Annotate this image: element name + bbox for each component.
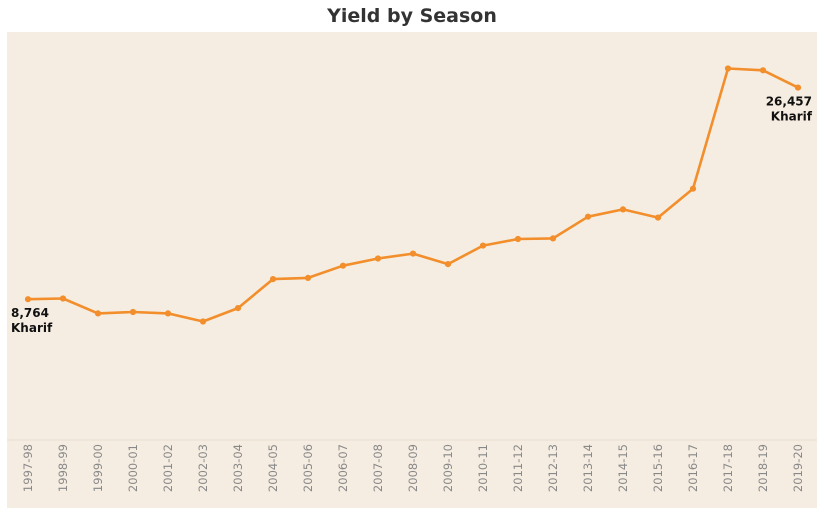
data-label-value: 26,457 (766, 95, 812, 109)
data-point (409, 250, 417, 257)
data-point (164, 310, 172, 317)
data-point (794, 84, 802, 91)
data-point (129, 308, 137, 316)
data-label-series: Kharif (11, 321, 53, 335)
x-tick-label: 2008-09 (406, 444, 420, 492)
data-point (304, 274, 312, 281)
x-tick-label: 2005-06 (301, 444, 315, 492)
x-tick-label: 1997-98 (21, 444, 35, 492)
x-tick-label: 2015-16 (651, 444, 665, 492)
data-point (444, 261, 452, 268)
x-tick-label: 2007-08 (371, 444, 385, 492)
data-point (549, 235, 557, 242)
x-tick-label: 2018-19 (756, 444, 770, 492)
data-point (269, 276, 277, 283)
data-point (24, 296, 32, 303)
data-label-value: 8,764 (11, 306, 49, 320)
data-point (759, 67, 767, 74)
x-tick-label: 2011-12 (511, 444, 525, 492)
x-tick-label: 2012-13 (546, 444, 560, 492)
plot-background (7, 32, 817, 508)
x-tick-label: 2009-10 (441, 444, 455, 492)
x-tick-label: 1998-99 (56, 444, 70, 492)
data-point (619, 206, 627, 213)
x-tick-label: 1999-00 (91, 444, 105, 492)
data-point (584, 213, 592, 220)
x-tick-label: 2003-04 (231, 444, 245, 492)
x-tick-label: 2014-15 (616, 444, 630, 492)
data-point (514, 235, 522, 243)
x-tick-label: 2016-17 (686, 444, 700, 492)
series-points (24, 65, 802, 325)
data-point (59, 295, 67, 302)
data-point (234, 305, 242, 312)
data-point (724, 65, 732, 72)
x-tick-label: 2006-07 (336, 444, 350, 492)
data-label-series: Kharif (771, 110, 813, 124)
x-tick-label: 2013-14 (581, 444, 595, 492)
x-tick-label: 2017-18 (721, 444, 735, 492)
x-tick-label: 2019-20 (791, 444, 805, 492)
x-axis-tick-labels: 1997-98 1998-99 1999-00 2000-01 2001-02 2002-… (21, 444, 805, 492)
chart-title: Yield by Season (7, 0, 817, 32)
data-point (199, 318, 207, 325)
data-point (689, 185, 697, 192)
x-tick-label: 2002-03 (196, 444, 210, 492)
x-tick-label: 2004-05 (266, 444, 280, 492)
data-point (654, 214, 662, 221)
x-tick-label: 2000-01 (126, 444, 140, 492)
data-point (339, 262, 347, 269)
data-point (479, 242, 487, 249)
x-tick-label: 2010-11 (476, 444, 490, 492)
x-tick-label: 2001-02 (161, 444, 175, 492)
data-point (374, 255, 382, 262)
data-point (94, 310, 102, 317)
